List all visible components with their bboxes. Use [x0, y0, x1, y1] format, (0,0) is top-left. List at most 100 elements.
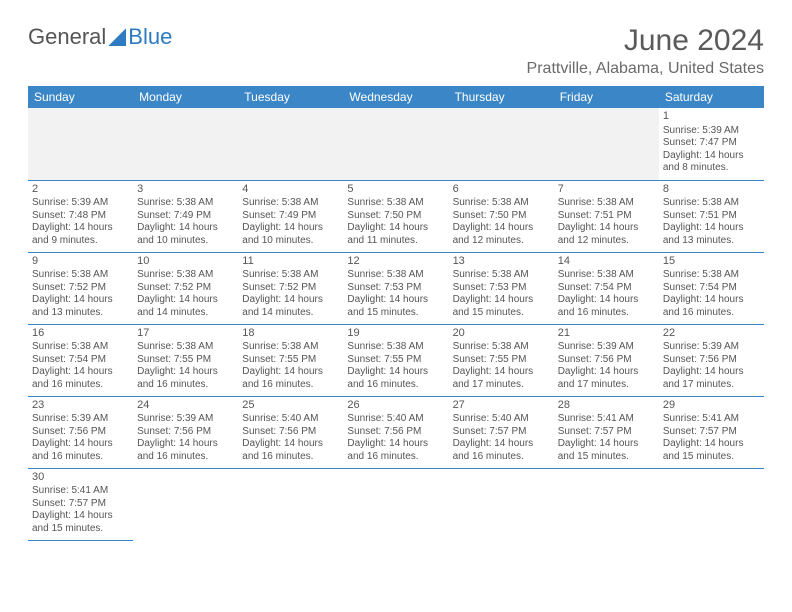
sunrise-text: Sunrise: 5:41 AM — [32, 485, 129, 498]
logo: General Blue — [28, 24, 172, 50]
calendar-cell: 11Sunrise: 5:38 AMSunset: 7:52 PMDayligh… — [238, 252, 343, 324]
calendar-cell: 9Sunrise: 5:38 AMSunset: 7:52 PMDaylight… — [28, 252, 133, 324]
day-number: 18 — [242, 327, 339, 341]
sunset-text: Sunset: 7:54 PM — [558, 282, 655, 295]
day-number: 26 — [347, 399, 444, 413]
sunset-text: Sunset: 7:54 PM — [663, 282, 760, 295]
sunrise-text: Sunrise: 5:38 AM — [558, 269, 655, 282]
calendar-cell — [343, 108, 448, 180]
calendar-cell — [554, 108, 659, 180]
sunset-text: Sunset: 7:56 PM — [347, 426, 444, 439]
sunrise-text: Sunrise: 5:38 AM — [242, 197, 339, 210]
calendar-cell — [238, 468, 343, 540]
calendar-cell: 18Sunrise: 5:38 AMSunset: 7:55 PMDayligh… — [238, 324, 343, 396]
sunset-text: Sunset: 7:56 PM — [242, 426, 339, 439]
daylight-text: Daylight: 14 hours and 16 minutes. — [137, 366, 234, 391]
calendar-cell: 10Sunrise: 5:38 AMSunset: 7:52 PMDayligh… — [133, 252, 238, 324]
sunrise-text: Sunrise: 5:38 AM — [347, 197, 444, 210]
sunset-text: Sunset: 7:56 PM — [137, 426, 234, 439]
calendar-cell: 24Sunrise: 5:39 AMSunset: 7:56 PMDayligh… — [133, 396, 238, 468]
calendar-week-row: 1Sunrise: 5:39 AMSunset: 7:47 PMDaylight… — [28, 108, 764, 180]
calendar-cell: 12Sunrise: 5:38 AMSunset: 7:53 PMDayligh… — [343, 252, 448, 324]
daylight-text: Daylight: 14 hours and 16 minutes. — [242, 438, 339, 463]
calendar-cell — [343, 468, 448, 540]
sunset-text: Sunset: 7:55 PM — [242, 354, 339, 367]
day-number: 6 — [453, 183, 550, 197]
sunset-text: Sunset: 7:55 PM — [137, 354, 234, 367]
title-block: June 2024 Prattville, Alabama, United St… — [527, 24, 764, 78]
calendar-cell: 4Sunrise: 5:38 AMSunset: 7:49 PMDaylight… — [238, 180, 343, 252]
sunset-text: Sunset: 7:55 PM — [453, 354, 550, 367]
calendar-cell: 8Sunrise: 5:38 AMSunset: 7:51 PMDaylight… — [659, 180, 764, 252]
calendar-table: Sunday Monday Tuesday Wednesday Thursday… — [28, 86, 764, 541]
sunset-text: Sunset: 7:56 PM — [32, 426, 129, 439]
day-number: 1 — [663, 110, 760, 124]
sunrise-text: Sunrise: 5:41 AM — [558, 413, 655, 426]
day-header: Wednesday — [343, 86, 448, 108]
calendar-body: 1 Sunrise: 5:39 AM Sunset: 7:47 PM Daylight… — [28, 108, 764, 540]
sunrise-text: Sunrise: 5:40 AM — [242, 413, 339, 426]
sunset-text: Sunset: 7:52 PM — [32, 282, 129, 295]
calendar-cell: 16Sunrise: 5:38 AMSunset: 7:54 PMDayligh… — [28, 324, 133, 396]
calendar-header-row: Sunday Monday Tuesday Wednesday Thursday… — [28, 86, 764, 108]
sunset-text: Sunset: 7:52 PM — [137, 282, 234, 295]
day-number: 19 — [347, 327, 444, 341]
daylight-text: Daylight: 14 hours and 16 minutes. — [453, 438, 550, 463]
sunset-text: Sunset: 7:50 PM — [347, 210, 444, 223]
sunset-text: Sunset: 7:50 PM — [453, 210, 550, 223]
sunrise-text: Sunrise: 5:39 AM — [137, 413, 234, 426]
daylight-text: Daylight: 14 hours and 16 minutes. — [32, 438, 129, 463]
day-header: Saturday — [659, 86, 764, 108]
sunset-text: Sunset: 7:56 PM — [558, 354, 655, 367]
calendar-week-row: 2Sunrise: 5:39 AMSunset: 7:48 PMDaylight… — [28, 180, 764, 252]
day-number: 27 — [453, 399, 550, 413]
sunset-text: Sunset: 7:54 PM — [32, 354, 129, 367]
daylight-text: Daylight: 14 hours and 17 minutes. — [453, 366, 550, 391]
daylight-text: Daylight: 14 hours and 16 minutes. — [347, 438, 444, 463]
daylight-text: Daylight: 14 hours and 16 minutes. — [242, 366, 339, 391]
daylight-text: Daylight: 14 hours and 16 minutes. — [137, 438, 234, 463]
sunrise-text: Sunrise: 5:39 AM — [32, 413, 129, 426]
day-number: 20 — [453, 327, 550, 341]
calendar-cell: 28Sunrise: 5:41 AMSunset: 7:57 PMDayligh… — [554, 396, 659, 468]
day-header: Thursday — [449, 86, 554, 108]
sunrise-text: Sunrise: 5:39 AM — [558, 341, 655, 354]
sunset-text: Sunset: 7:47 PM — [663, 137, 760, 150]
calendar-week-row: 30Sunrise: 5:41 AMSunset: 7:57 PMDayligh… — [28, 468, 764, 540]
calendar-cell — [238, 108, 343, 180]
day-number: 15 — [663, 255, 760, 269]
daylight-text: Daylight: 14 hours and 17 minutes. — [558, 366, 655, 391]
calendar-cell: 17Sunrise: 5:38 AMSunset: 7:55 PMDayligh… — [133, 324, 238, 396]
day-header: Friday — [554, 86, 659, 108]
day-number: 13 — [453, 255, 550, 269]
sunrise-text: Sunrise: 5:38 AM — [32, 341, 129, 354]
day-number: 12 — [347, 255, 444, 269]
sunrise-text: Sunrise: 5:38 AM — [242, 269, 339, 282]
daylight-text: Daylight: 14 hours and 15 minutes. — [663, 438, 760, 463]
daylight-text: Daylight: 14 hours and 12 minutes. — [453, 222, 550, 247]
day-header: Sunday — [28, 86, 133, 108]
sunset-text: Sunset: 7:57 PM — [453, 426, 550, 439]
day-number: 25 — [242, 399, 339, 413]
day-number: 24 — [137, 399, 234, 413]
calendar-cell: 7Sunrise: 5:38 AMSunset: 7:51 PMDaylight… — [554, 180, 659, 252]
daylight-text: Daylight: 14 hours and 15 minutes. — [558, 438, 655, 463]
calendar-cell: 25Sunrise: 5:40 AMSunset: 7:56 PMDayligh… — [238, 396, 343, 468]
sunrise-text: Sunrise: 5:40 AM — [453, 413, 550, 426]
calendar-cell: 23Sunrise: 5:39 AMSunset: 7:56 PMDayligh… — [28, 396, 133, 468]
sunset-text: Sunset: 7:51 PM — [558, 210, 655, 223]
day-number: 5 — [347, 183, 444, 197]
sunset-text: Sunset: 7:55 PM — [347, 354, 444, 367]
daylight-text: Daylight: 14 hours and 14 minutes. — [242, 294, 339, 319]
sunrise-text: Sunrise: 5:41 AM — [663, 413, 760, 426]
calendar-cell: 22Sunrise: 5:39 AMSunset: 7:56 PMDayligh… — [659, 324, 764, 396]
daylight-text: Daylight: 14 hours and 13 minutes. — [663, 222, 760, 247]
day-number: 2 — [32, 183, 129, 197]
day-number: 21 — [558, 327, 655, 341]
sunrise-text: Sunrise: 5:38 AM — [663, 197, 760, 210]
logo-sail-icon — [108, 28, 126, 46]
sunrise-text: Sunrise: 5:38 AM — [347, 341, 444, 354]
sunset-text: Sunset: 7:53 PM — [453, 282, 550, 295]
day-number: 29 — [663, 399, 760, 413]
daylight-text: Daylight: 14 hours and 16 minutes. — [663, 294, 760, 319]
